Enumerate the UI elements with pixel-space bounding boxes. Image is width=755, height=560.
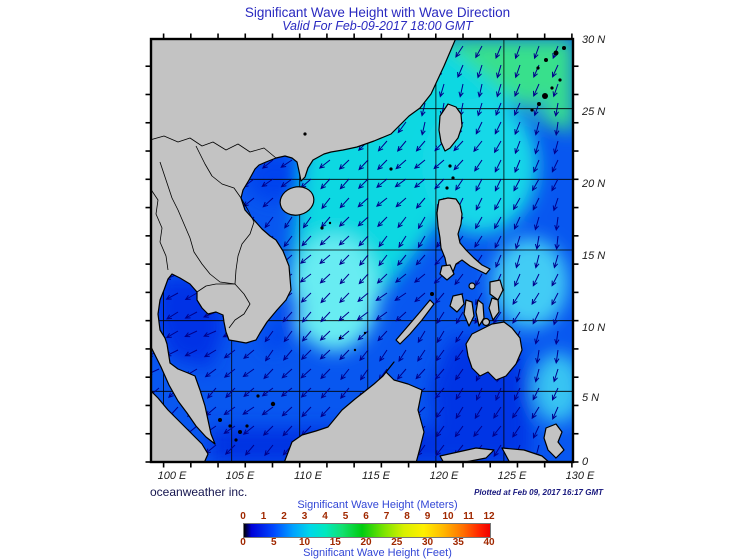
oceanweather-credit: oceanweather inc. [150,485,248,499]
degree-tick-marks [145,33,579,468]
map-canvas [145,33,579,468]
negros-island [463,299,475,327]
meters-tick-9: 9 [424,511,431,522]
mindoro-island [439,264,455,281]
luzon-island [436,197,491,275]
cebu-island [475,299,485,327]
taiwan-island [438,103,463,152]
meters-tick-11: 11 [463,511,474,522]
valid-time-subtitle: Valid For Feb-09-2017 18:00 GMT [282,19,473,33]
country-borders [151,135,277,329]
meters-tick-8: 8 [404,511,410,522]
feet-tick-30: 30 [421,537,434,548]
halmahera-island [543,423,565,459]
samar-island [489,279,504,301]
sumatra-island [151,390,209,462]
meters-tick-7: 7 [383,511,390,522]
lon-label-115E: 115 E [362,470,390,482]
asia-mainland [151,39,457,445]
small-islands [218,46,566,442]
feet-tick-25: 25 [391,537,403,548]
feet-scale-label: Significant Wave Height (Feet) [303,547,452,559]
lon-label-105E: 105 E [225,470,255,482]
lon-label-120E: 120 E [429,470,459,482]
lat-label-0: 0 [582,456,589,468]
sulawesi-east-arm [501,447,550,462]
feet-tick-0: 0 [240,537,246,548]
lon-label-130E: 130 E [565,470,595,482]
meters-tick-12: 12 [483,511,495,522]
meters-tick-0: 0 [240,511,246,522]
lon-label-100E: 100 E [157,470,187,482]
leyte-island [488,297,500,321]
lat-label-10N: 10 N [582,322,606,334]
meters-tick-3: 3 [301,511,308,522]
map-frame [149,37,575,464]
panay-island [449,293,465,313]
meters-scale-label: Significant Wave Height (Meters) [297,499,458,511]
lat-label-30N: 30 N [582,34,606,46]
feet-tick-5: 5 [270,537,277,548]
wave-height-colorbar [243,523,491,538]
lon-label-125E: 125 E [497,470,527,482]
landmasses [151,39,566,462]
masbate-island [468,282,476,290]
lat-label-5N: 5 N [582,392,600,404]
lon-label-110E: 110 E [294,470,322,482]
sulawesi-island [439,447,495,462]
lat-label-15N: 15 N [582,250,606,262]
meters-tick-10: 10 [442,511,454,522]
hainan-island [279,186,315,216]
meters-tick-2: 2 [281,511,287,522]
lat-label-20N: 20 N [582,178,606,190]
meters-tick-4: 4 [322,511,328,522]
feet-tick-10: 10 [298,537,311,548]
feet-tick-40: 40 [483,537,495,548]
plotted-timestamp: Plotted at Feb 09, 2017 16:17 GMT [474,488,603,497]
lat-label-25N: 25 N [582,106,606,118]
meters-tick-1: 1 [260,511,267,522]
meters-tick-6: 6 [363,511,369,522]
page-title: Significant Wave Height with Wave Direct… [244,5,511,20]
bohol-island [481,317,491,327]
meters-tick-5: 5 [342,511,349,522]
borneo-island [283,361,425,462]
feet-tick-35: 35 [452,537,464,548]
feet-tick-15: 15 [329,537,341,548]
mindanao-island [465,321,523,381]
feet-tick-20: 20 [360,537,372,548]
palawan-island [395,299,435,345]
